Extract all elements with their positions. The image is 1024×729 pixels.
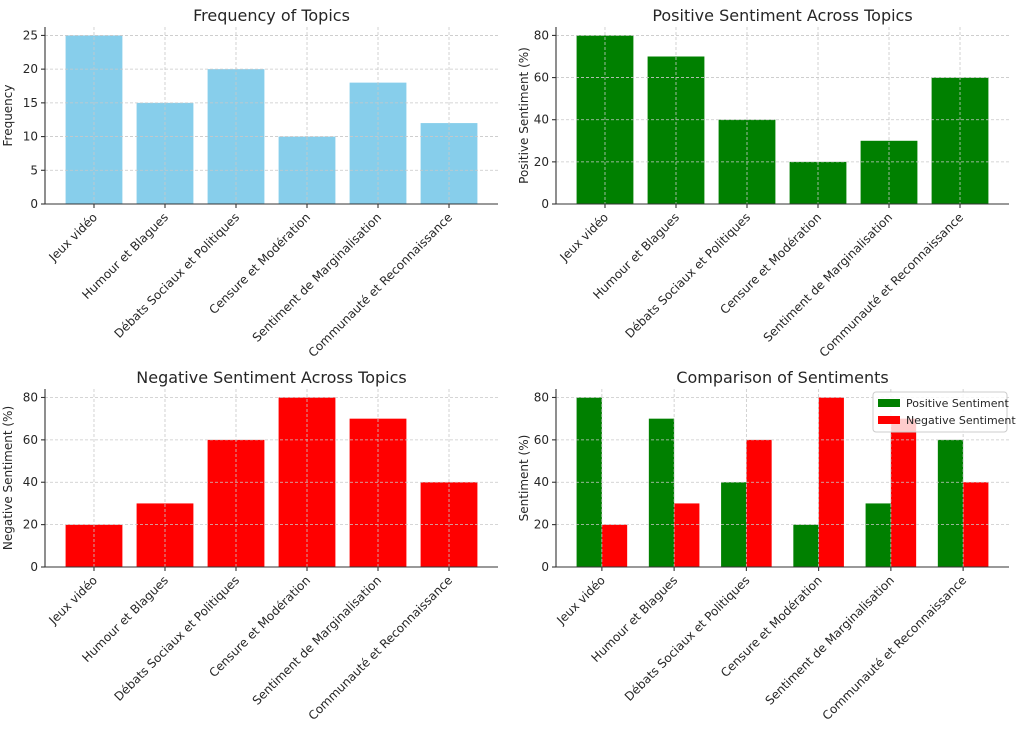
bar-negative-sentiment-3 [207, 439, 265, 567]
x-tick-label: Jeux vidéo [46, 573, 101, 628]
y-tick-label: 60 [534, 71, 549, 85]
y-tick-label: 80 [534, 28, 549, 42]
x-tick-label: Jeux vidéo [557, 210, 612, 265]
x-tick-label: Communauté et Reconnaissance [306, 210, 456, 360]
y-tick-label: 15 [23, 96, 38, 110]
y-tick-label: 0 [541, 197, 549, 211]
y-tick-label: 0 [541, 560, 549, 574]
y-tick-label: 20 [23, 518, 38, 532]
y-tick-label: 40 [534, 475, 549, 489]
x-tick-label: Communauté et Reconnaissance [817, 210, 967, 360]
y-tick-label: 0 [30, 560, 38, 574]
x-tick-label: Jeux vidéo [553, 573, 608, 628]
legend-swatch [878, 399, 900, 407]
y-tick-label: 40 [23, 475, 38, 489]
chart-title: Positive Sentiment Across Topics [652, 6, 912, 25]
y-tick-label: 40 [534, 113, 549, 127]
y-tick-label: 60 [534, 433, 549, 447]
x-tick-label: Sentiment de Marginalisation [250, 573, 385, 708]
y-tick-label: 60 [23, 433, 38, 447]
bar-negative-sentiment-2 [674, 503, 700, 567]
y-tick-label: 5 [30, 163, 38, 177]
y-axis-label: Negative Sentiment (%) [1, 406, 15, 550]
x-tick-label: Sentiment de Marginalisation [250, 210, 385, 345]
x-tick-label: Sentiment de Marginalisation [761, 210, 896, 345]
x-tick-label: Sentiment de Marginalisation [762, 573, 897, 708]
legend-box [872, 391, 1008, 433]
legend: Positive Sentiment Negative Sentiment [872, 391, 1016, 433]
bar-positive-sentiment-2 [648, 418, 675, 567]
y-tick-label: 10 [23, 130, 38, 144]
chart-title: Negative Sentiment Across Topics [136, 368, 407, 387]
y-tick-label: 20 [534, 155, 549, 169]
y-tick-label: 20 [23, 62, 38, 76]
legend-label: Positive Sentiment [906, 397, 1009, 410]
legend-label: Negative Sentiment [906, 414, 1016, 427]
legend-swatch [878, 416, 900, 424]
y-tick-label: 80 [534, 390, 549, 404]
y-tick-label: 20 [534, 518, 549, 532]
x-tick-label: Communauté et Reconnaissance [820, 573, 970, 723]
x-tick-label: Débats Sociaux et Politiques [111, 573, 242, 704]
y-axis-label: Positive Sentiment (%) [517, 47, 531, 184]
y-tick-label: 25 [23, 28, 38, 42]
bar-positive-sentiment-5 [865, 503, 891, 567]
bar-negative-sentiment-1 [601, 524, 628, 567]
y-axis-label: Sentiment (%) [517, 435, 531, 522]
x-tick-label: Débats Sociaux et Politiques [622, 210, 753, 341]
chart-title: Comparison of Sentiments [676, 368, 888, 387]
x-tick-label: Débats Sociaux et Politiques [111, 210, 242, 341]
x-tick-label: Jeux vidéo [46, 210, 101, 265]
y-axis-label: Frequency [1, 85, 15, 147]
bar-positive-sentiment-6 [931, 77, 989, 204]
bar-positive-sentiment-6 [937, 439, 964, 567]
bar-positive-sentiment-4 [793, 524, 819, 567]
y-tick-label: 80 [23, 390, 38, 404]
chart-title: Frequency of Topics [193, 6, 350, 25]
bar-negative-sentiment-3 [746, 439, 772, 567]
y-tick-label: 0 [30, 197, 38, 211]
x-tick-label: Communauté et Reconnaissance [306, 573, 456, 723]
x-tick-label: Débats Sociaux et Politiques [622, 573, 753, 704]
bar-negative-sentiment-5 [890, 418, 917, 567]
bar-negative-sentiment-5 [349, 418, 407, 567]
